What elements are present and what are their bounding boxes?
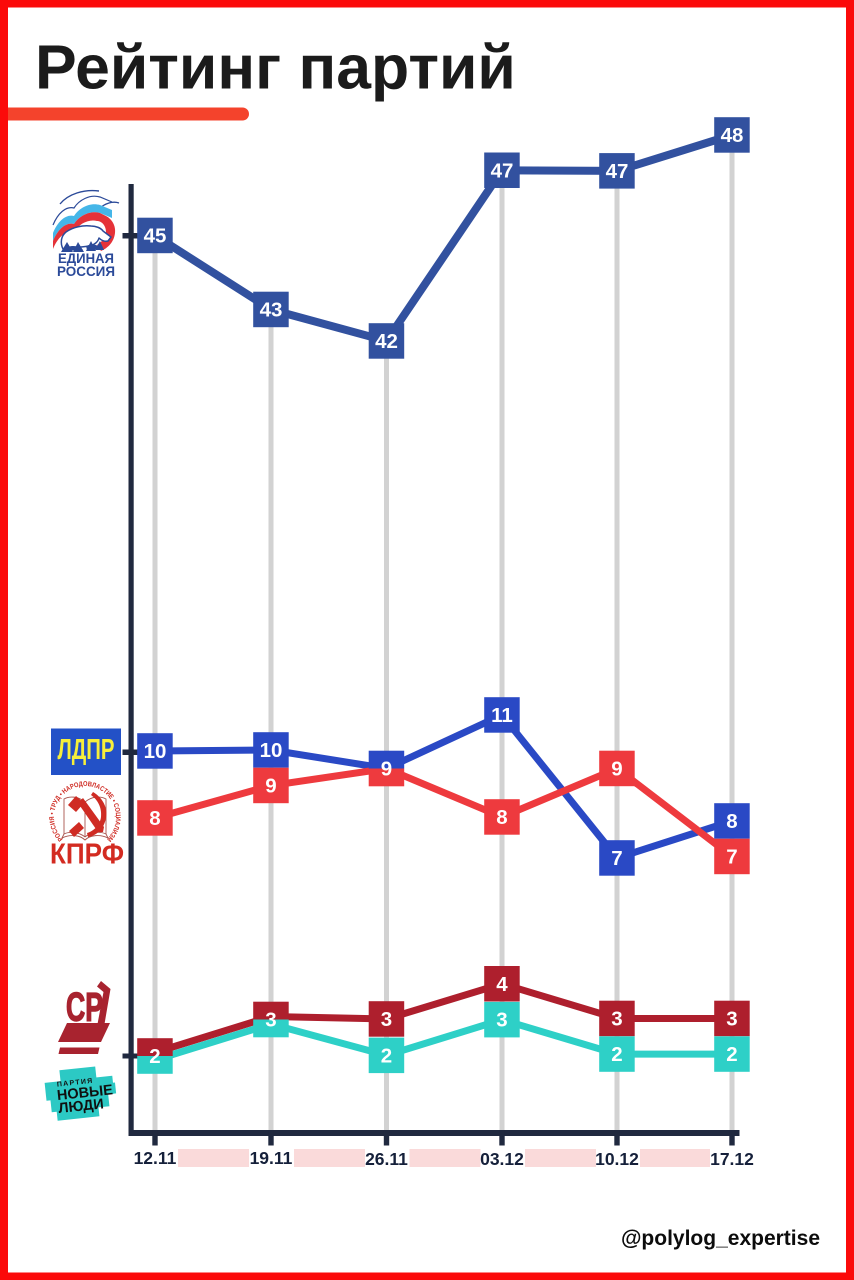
svg-text:47: 47 bbox=[606, 160, 629, 183]
svg-text:7: 7 bbox=[611, 847, 622, 870]
svg-text:КПРФ: КПРФ bbox=[50, 839, 124, 871]
svg-text:2: 2 bbox=[611, 1043, 622, 1066]
svg-text:45: 45 bbox=[144, 225, 167, 248]
svg-text:03.12: 03.12 bbox=[480, 1149, 524, 1169]
svg-text:11: 11 bbox=[491, 704, 513, 727]
svg-text:17.12: 17.12 bbox=[710, 1149, 754, 1169]
svg-text:8: 8 bbox=[496, 806, 507, 829]
svg-text:8: 8 bbox=[726, 810, 737, 833]
svg-text:10.12: 10.12 bbox=[595, 1149, 639, 1169]
svg-text:ЛЮДИ: ЛЮДИ bbox=[58, 1096, 105, 1117]
svg-text:2: 2 bbox=[726, 1043, 737, 1066]
svg-text:43: 43 bbox=[260, 299, 283, 322]
svg-text:Рейтинг партий: Рейтинг партий bbox=[35, 33, 516, 103]
svg-text:47: 47 bbox=[491, 159, 514, 182]
svg-text:12.11: 12.11 bbox=[134, 1148, 177, 1168]
svg-text:48: 48 bbox=[721, 124, 744, 147]
svg-text:42: 42 bbox=[375, 330, 398, 353]
svg-text:2: 2 bbox=[149, 1045, 160, 1068]
svg-text:3: 3 bbox=[726, 1008, 737, 1031]
svg-text:10: 10 bbox=[144, 740, 167, 763]
svg-text:2: 2 bbox=[381, 1044, 392, 1067]
svg-text:9: 9 bbox=[611, 758, 622, 781]
svg-text:26.11: 26.11 bbox=[365, 1149, 408, 1169]
svg-text:@polylog_expertise: @polylog_expertise bbox=[621, 1227, 820, 1250]
svg-text:3: 3 bbox=[381, 1008, 392, 1031]
svg-text:10: 10 bbox=[260, 739, 283, 762]
svg-text:3: 3 bbox=[265, 1009, 276, 1032]
svg-text:ЕДИНАЯ: ЕДИНАЯ bbox=[58, 250, 114, 266]
svg-text:9: 9 bbox=[381, 758, 392, 781]
svg-text:ПАРТИЯ: ПАРТИЯ bbox=[57, 1078, 94, 1089]
svg-text:СР: СР bbox=[66, 986, 103, 1030]
svg-text:3: 3 bbox=[611, 1008, 622, 1031]
svg-text:3: 3 bbox=[496, 1009, 507, 1032]
svg-text:7: 7 bbox=[726, 846, 737, 869]
svg-text:РОССИЯ: РОССИЯ bbox=[57, 263, 115, 279]
svg-text:19.11: 19.11 bbox=[250, 1148, 293, 1168]
svg-text:9: 9 bbox=[265, 775, 276, 798]
svg-text:8: 8 bbox=[149, 807, 160, 830]
svg-text:ЛДПР: ЛДПР bbox=[58, 734, 115, 766]
svg-text:НОВЫЕ: НОВЫЕ bbox=[56, 1082, 114, 1104]
svg-text:4: 4 bbox=[496, 973, 508, 996]
